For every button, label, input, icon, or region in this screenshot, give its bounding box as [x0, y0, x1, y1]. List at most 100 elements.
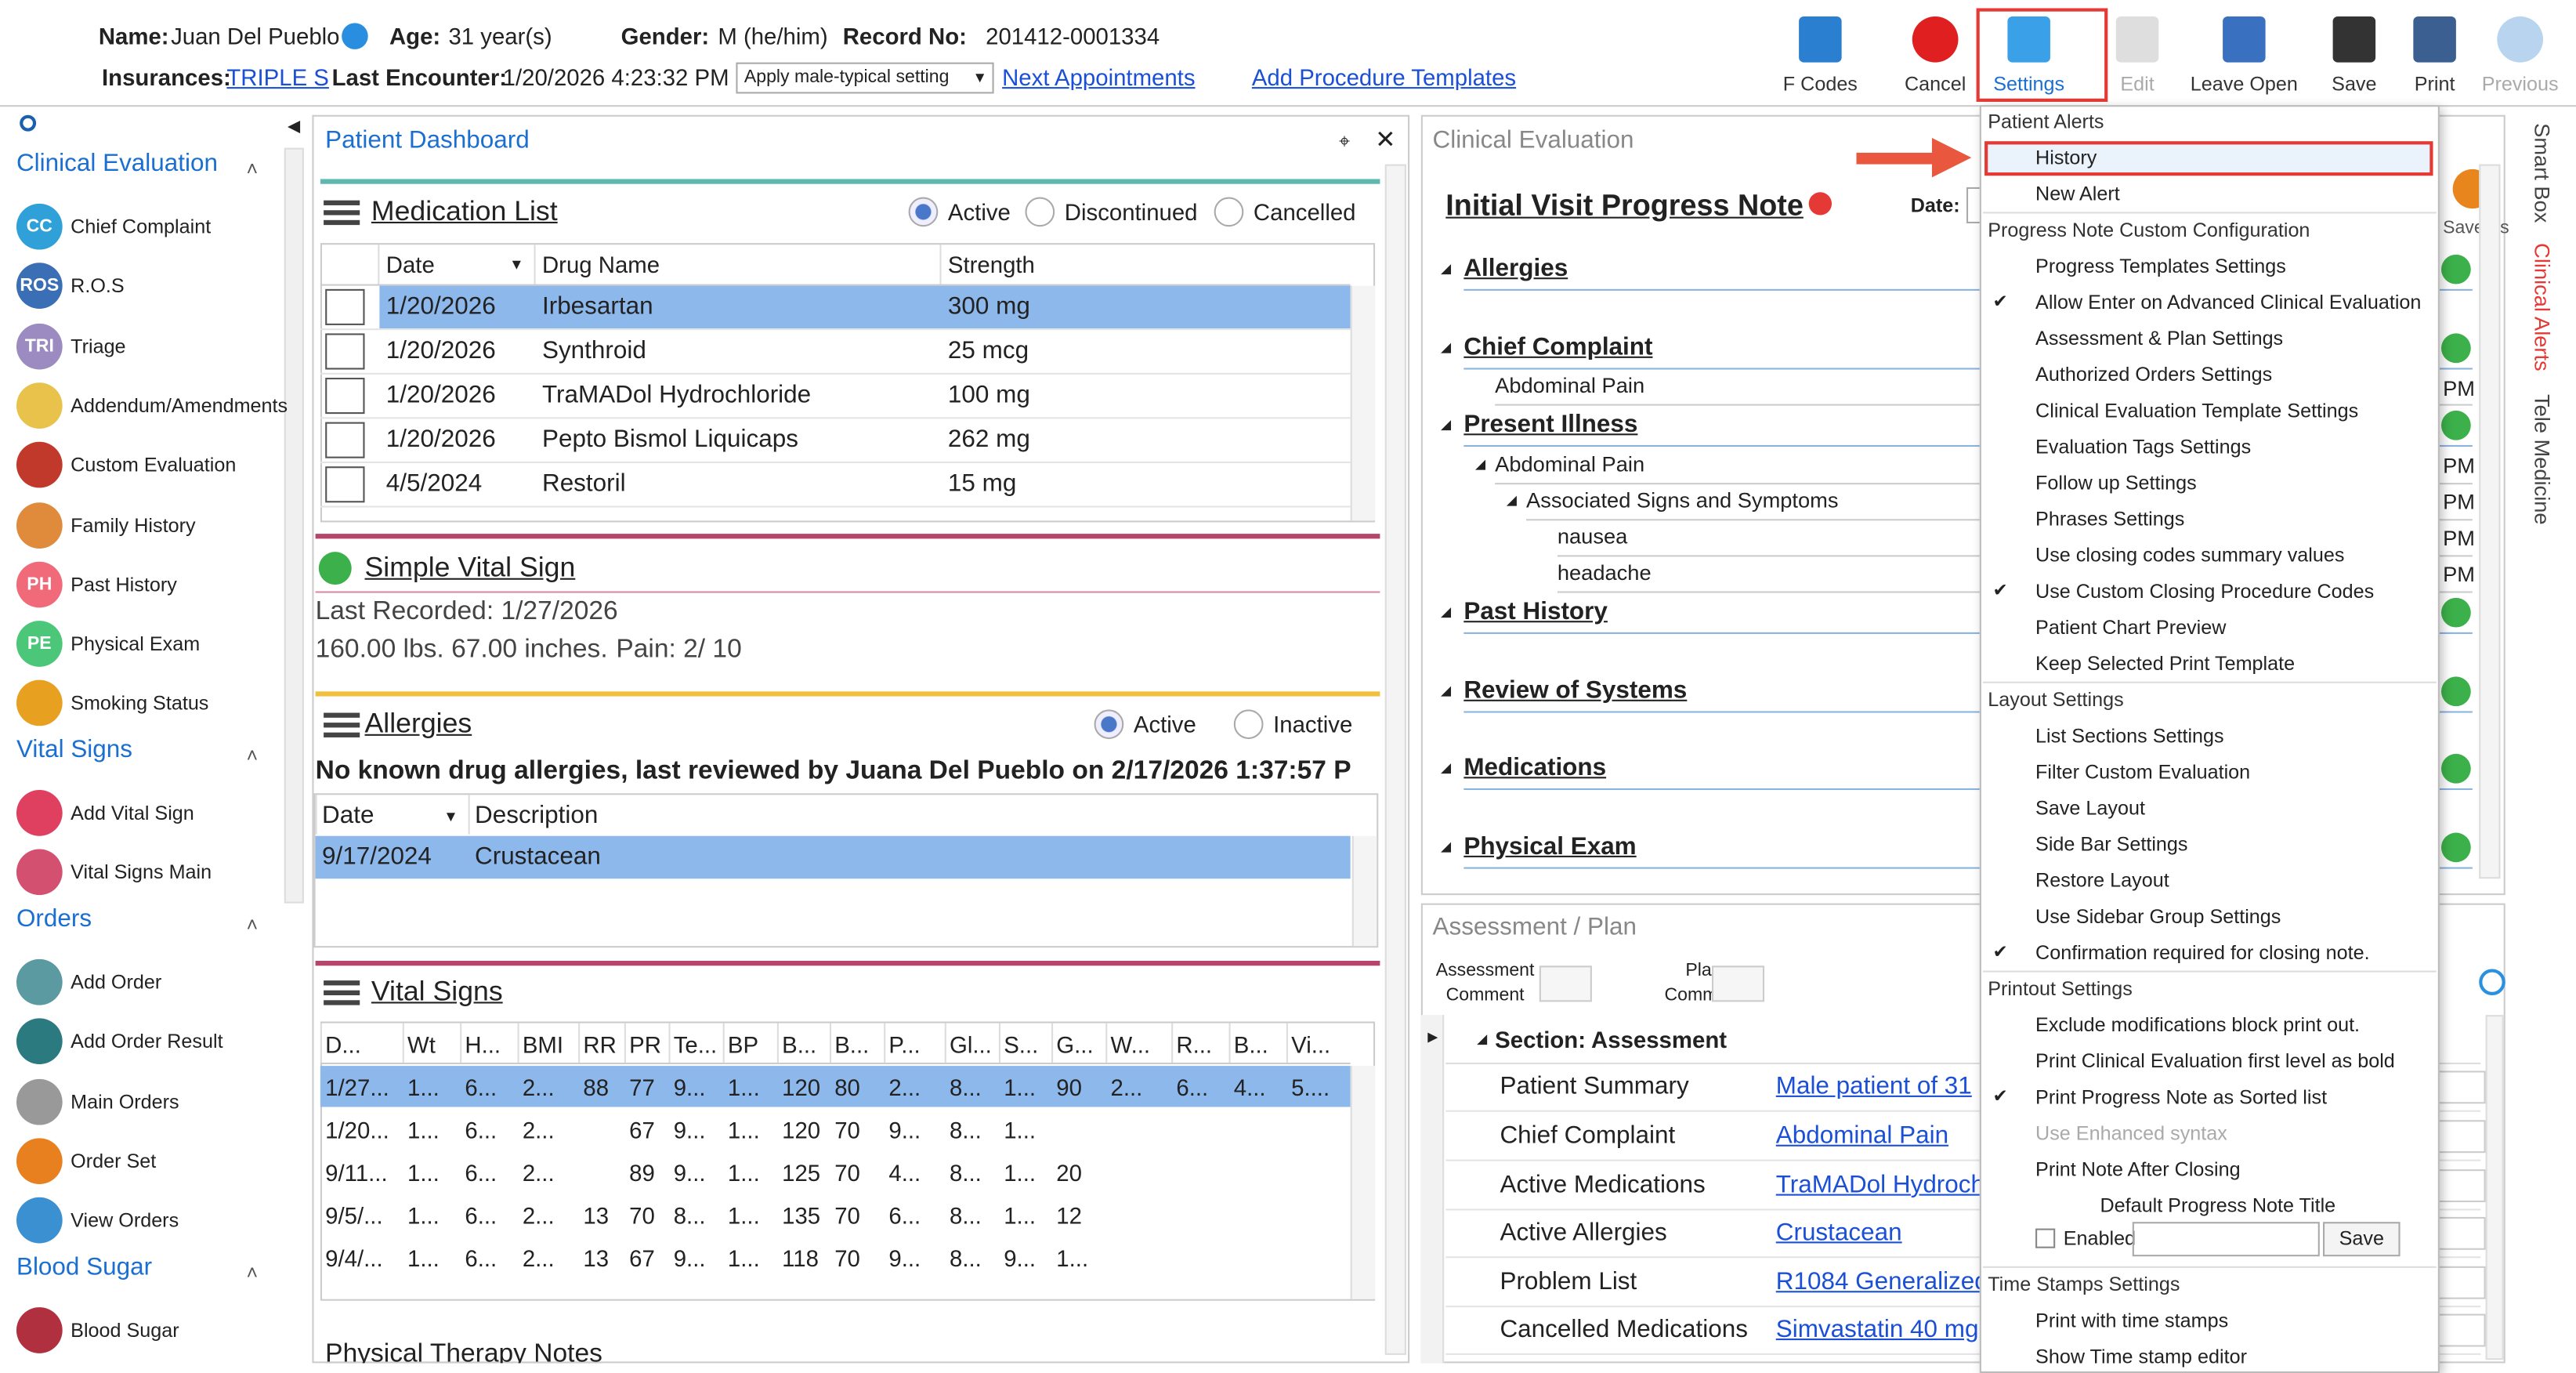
- menu-item[interactable]: Phrases Settings: [2035, 507, 2185, 531]
- sidebar-item[interactable]: Order Set: [71, 1149, 157, 1173]
- row-value[interactable]: Abdominal Pain: [1775, 1121, 1949, 1150]
- header-link[interactable]: Next Appointments: [1002, 63, 1196, 91]
- sidebar-item[interactable]: Past History: [71, 572, 177, 596]
- sidebar-item[interactable]: R.O.S: [71, 274, 125, 298]
- menu-item[interactable]: Save Layout: [2035, 796, 2145, 820]
- menu-item[interactable]: Show Time stamp editor: [2035, 1345, 2247, 1368]
- tree-section[interactable]: Physical Exam: [1463, 832, 1637, 861]
- menu-item[interactable]: Print with time stamps: [2035, 1309, 2229, 1332]
- row-value[interactable]: Crustacean: [1775, 1219, 1902, 1247]
- sidebar-item[interactable]: Triage: [71, 334, 126, 358]
- menu-item[interactable]: Print Note After Closing: [2035, 1157, 2241, 1181]
- menu-item[interactable]: Confirmation required for closing note.: [2035, 940, 2370, 965]
- menu-item[interactable]: Authorized Orders Settings: [2035, 363, 2273, 386]
- menu-item[interactable]: Patient Chart Preview: [2035, 615, 2227, 639]
- sidebar-item[interactable]: Blood Sugar: [71, 1318, 179, 1342]
- row-checkbox[interactable]: [325, 288, 365, 325]
- tree-section[interactable]: Allergies: [1463, 254, 1568, 283]
- menu-item[interactable]: Use Sidebar Group Settings: [2035, 904, 2281, 929]
- toolbar-button[interactable]: F Codes: [1782, 72, 1858, 96]
- row-value[interactable]: R1084 Generalized: [1775, 1267, 1988, 1296]
- col-sep: [460, 1023, 462, 1063]
- sidebar-item[interactable]: Add Order Result: [71, 1030, 223, 1053]
- menu-item[interactable]: Evaluation Tags Settings: [2035, 435, 2252, 458]
- menu-item[interactable]: Follow up Settings: [2035, 471, 2197, 494]
- toolbar-button[interactable]: Cancel: [1904, 72, 1966, 96]
- radio-label[interactable]: Active: [947, 198, 1011, 226]
- setting-select[interactable]: [736, 62, 994, 94]
- side-tab[interactable]: Tele Medicine: [2530, 393, 2555, 525]
- menu-item[interactable]: List Sections Settings: [2035, 724, 2224, 748]
- last-encounter: 1/20/2026 4:23:32 PM: [502, 63, 729, 91]
- sidebar-item[interactable]: Custom Evaluation: [71, 453, 237, 477]
- row-value[interactable]: Simvastatin 40 mg: [1775, 1315, 1979, 1344]
- toolbar-button[interactable]: Settings: [1993, 72, 2065, 96]
- sidebar-item[interactable]: Vital Signs Main: [71, 860, 212, 885]
- sidebar-item[interactable]: Add Vital Sign: [71, 801, 194, 825]
- menu-item[interactable]: Progress Templates Settings: [2035, 254, 2286, 278]
- tree-section[interactable]: Review of Systems: [1463, 676, 1688, 705]
- row-checkbox[interactable]: [325, 422, 365, 458]
- menu-item[interactable]: Keep Selected Print Template: [2035, 651, 2296, 676]
- row-line: [320, 505, 1351, 508]
- sidebar-item[interactable]: Main Orders: [71, 1089, 179, 1114]
- toolbar-button[interactable]: Save: [2332, 72, 2377, 96]
- row-value[interactable]: Male patient of 31: [1775, 1072, 1972, 1101]
- sidebar-item[interactable]: Family History: [71, 513, 196, 537]
- tree-section[interactable]: Chief Complaint: [1463, 333, 1653, 362]
- radio-label[interactable]: Active: [1133, 711, 1196, 737]
- allergy-scrollbar: [1351, 835, 1377, 947]
- tree-section[interactable]: Past History: [1463, 597, 1608, 626]
- row-checkbox[interactable]: [325, 333, 365, 370]
- menu-item[interactable]: Clinical Evaluation Template Settings: [2035, 399, 2359, 422]
- sidebar-item[interactable]: Physical Exam: [71, 632, 201, 656]
- sidebar-item[interactable]: Smoking Status: [71, 692, 209, 715]
- row-checkbox[interactable]: [325, 378, 365, 415]
- menu-item[interactable]: New Alert: [2035, 182, 2120, 205]
- tree-section[interactable]: Medications: [1463, 753, 1607, 782]
- row-checkbox[interactable]: [325, 466, 365, 503]
- col-sep: [1286, 1023, 1288, 1063]
- cell: 1...: [407, 1202, 440, 1229]
- side-tab[interactable]: Smart Box: [2530, 123, 2555, 223]
- menu-item[interactable]: History: [2035, 146, 2097, 169]
- title-input[interactable]: [2132, 1222, 2320, 1257]
- menu-item[interactable]: Print Clinical Evaluation first level as…: [2035, 1049, 2395, 1073]
- col-sep: [998, 1023, 1001, 1063]
- menu-item[interactable]: Allow Enter on Advanced Clinical Evaluat…: [2035, 290, 2422, 314]
- sidebar-item[interactable]: View Orders: [71, 1208, 179, 1233]
- radio-label[interactable]: Inactive: [1273, 711, 1353, 737]
- row-line: [1445, 1353, 2481, 1355]
- menu-item[interactable]: Print Progress Note as Sorted list: [2035, 1085, 2328, 1109]
- sidebar-item[interactable]: Chief Complaint: [71, 215, 212, 238]
- insurance-link[interactable]: TRIPLE S: [226, 63, 329, 91]
- toolbar-button[interactable]: Leave Open: [2190, 72, 2298, 96]
- menu-item[interactable]: Exclude modifications block print out.: [2035, 1013, 2361, 1037]
- toolbar-button[interactable]: Edit: [2120, 72, 2155, 96]
- sidebar-item[interactable]: Add Order: [71, 970, 162, 994]
- toolbar-button[interactable]: Print: [2414, 72, 2455, 96]
- menu-item[interactable]: Use Custom Closing Procedure Codes: [2035, 579, 2375, 603]
- side-tab[interactable]: Clinical Alerts: [2530, 243, 2555, 371]
- column-header: B...: [834, 1031, 870, 1058]
- sidebar-item[interactable]: Addendum/Amendments: [71, 393, 288, 418]
- menu-section-title: Printout Settings: [1988, 976, 2133, 1001]
- menu-item[interactable]: Filter Custom Evaluation: [2035, 760, 2251, 784]
- radio-label[interactable]: Cancelled: [1253, 198, 1356, 226]
- menu-item[interactable]: Assessment & Plan Settings: [2035, 327, 2284, 350]
- tree-item: headache: [1557, 560, 1652, 585]
- tree-section[interactable]: Present Illness: [1463, 410, 1638, 439]
- row-value[interactable]: TraMADol Hydroch: [1775, 1171, 1985, 1199]
- menu-item[interactable]: Use closing codes summary values: [2035, 543, 2345, 567]
- name-label: Name:: [98, 23, 169, 49]
- comment-button[interactable]: [1711, 965, 1765, 1002]
- comment-button[interactable]: [1539, 965, 1592, 1002]
- toolbar-button[interactable]: Previous: [2481, 72, 2559, 96]
- menu-item[interactable]: Side Bar Settings: [2035, 832, 2188, 856]
- note-title: Initial Visit Progress Note: [1445, 189, 1804, 222]
- radio-label[interactable]: Discontinued: [1064, 198, 1198, 226]
- menu-checkbox[interactable]: [2035, 1228, 2056, 1248]
- header-link[interactable]: Add Procedure Templates: [1251, 63, 1517, 91]
- menu-button[interactable]: [2323, 1222, 2401, 1257]
- menu-item[interactable]: Restore Layout: [2035, 868, 2169, 892]
